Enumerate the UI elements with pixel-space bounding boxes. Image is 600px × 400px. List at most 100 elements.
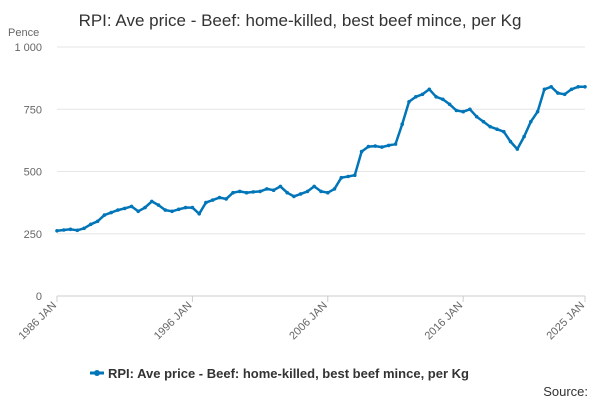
data-point[interactable] <box>353 173 357 177</box>
data-point[interactable] <box>529 119 533 124</box>
source-label[interactable]: Source: <box>543 384 588 399</box>
data-point[interactable] <box>380 145 384 149</box>
data-point[interactable] <box>197 212 201 216</box>
data-point[interactable] <box>468 107 472 112</box>
data-point[interactable] <box>474 114 479 119</box>
data-point[interactable] <box>122 206 127 211</box>
data-point[interactable] <box>89 222 93 227</box>
data-point[interactable] <box>210 198 215 202</box>
data-point[interactable] <box>502 129 506 134</box>
x-axis: 1986 JAN 1996 JAN 2006 JAN 2016 JAN 2025 JAN <box>16 296 587 342</box>
y-axis-label: Pence <box>8 27 39 39</box>
data-point[interactable] <box>441 97 445 102</box>
data-point[interactable] <box>386 143 391 148</box>
legend[interactable]: RPI: Ave price - Beef: home-killed, best… <box>90 366 469 381</box>
data-point[interactable] <box>326 190 330 195</box>
data-point[interactable] <box>373 144 378 148</box>
x-tick-label: 1996 JAN <box>152 300 195 343</box>
data-point[interactable] <box>204 200 208 205</box>
x-tick-label: 2006 JAN <box>287 300 330 343</box>
data-point[interactable] <box>75 228 80 233</box>
data-point[interactable] <box>562 92 567 97</box>
data-point[interactable] <box>156 203 161 207</box>
data-point[interactable] <box>407 100 411 104</box>
gridlines <box>57 46 585 297</box>
data-point[interactable] <box>251 190 256 194</box>
data-point[interactable] <box>109 210 113 215</box>
data-point[interactable] <box>366 144 371 149</box>
data-point[interactable] <box>488 124 493 129</box>
data-point[interactable] <box>278 184 283 189</box>
data-point[interactable] <box>583 85 587 89</box>
data-point[interactable] <box>102 213 107 217</box>
data-point[interactable] <box>346 174 350 179</box>
x-tick-label: 2025 JAN <box>544 300 587 343</box>
data-point[interactable] <box>231 190 235 195</box>
data-point[interactable] <box>190 205 195 210</box>
data-point[interactable] <box>265 187 269 191</box>
data-point[interactable] <box>420 92 425 97</box>
data-point[interactable] <box>508 139 513 144</box>
y-axis: 0 250 500 750 1 000 <box>14 42 42 303</box>
data-point[interactable] <box>55 229 59 233</box>
data-point[interactable] <box>143 205 147 210</box>
data-point[interactable] <box>170 209 174 214</box>
data-point[interactable] <box>569 87 574 92</box>
data-point[interactable] <box>217 195 222 200</box>
data-point[interactable] <box>427 87 432 92</box>
data-point[interactable] <box>556 91 560 95</box>
data-point[interactable] <box>258 189 262 194</box>
x-tick-label: 1986 JAN <box>16 300 59 343</box>
series-layer <box>55 85 587 233</box>
data-point[interactable] <box>116 208 120 212</box>
data-point[interactable] <box>305 189 310 194</box>
data-point[interactable] <box>576 85 580 89</box>
legend-label: RPI: Ave price - Beef: home-killed, best… <box>108 366 469 381</box>
data-point[interactable] <box>129 204 134 209</box>
data-point[interactable] <box>339 175 344 180</box>
data-point[interactable] <box>542 87 547 92</box>
data-point[interactable] <box>224 197 228 201</box>
y-tick-label: 500 <box>24 167 42 179</box>
data-point[interactable] <box>447 102 452 107</box>
data-point[interactable] <box>434 95 438 99</box>
legend-swatch-marker <box>94 370 100 376</box>
data-point[interactable] <box>319 189 323 194</box>
data-point[interactable] <box>183 205 188 210</box>
data-point[interactable] <box>292 194 296 199</box>
data-point[interactable] <box>414 95 418 99</box>
data-point[interactable] <box>244 190 249 195</box>
data-point[interactable] <box>95 219 100 224</box>
data-point[interactable] <box>150 199 154 204</box>
data-point[interactable] <box>481 119 486 124</box>
data-point[interactable] <box>515 147 520 151</box>
data-point[interactable] <box>136 209 140 214</box>
data-point[interactable] <box>238 189 242 194</box>
data-point[interactable] <box>271 188 276 192</box>
data-point[interactable] <box>298 192 303 196</box>
data-point[interactable] <box>549 85 553 89</box>
data-point[interactable] <box>312 184 317 189</box>
data-point[interactable] <box>285 190 290 195</box>
data-point[interactable] <box>535 109 540 114</box>
y-tick-label: 0 <box>36 291 42 303</box>
chart-title: RPI: Ave price - Beef: home-killed, best… <box>79 11 522 30</box>
y-tick-label: 750 <box>24 104 42 116</box>
data-point[interactable] <box>82 226 86 231</box>
data-point[interactable] <box>332 187 337 191</box>
data-point[interactable] <box>359 149 364 154</box>
x-tick-label: 2016 JAN <box>423 300 466 343</box>
data-point[interactable] <box>522 134 526 139</box>
data-point[interactable] <box>177 207 181 212</box>
data-point[interactable] <box>454 108 459 113</box>
y-tick-label: 250 <box>24 229 42 241</box>
data-point[interactable] <box>495 127 499 131</box>
data-point[interactable] <box>62 228 66 232</box>
data-point[interactable] <box>400 122 405 126</box>
data-point[interactable] <box>393 142 398 146</box>
series-line[interactable] <box>56 85 585 233</box>
data-point[interactable] <box>163 208 168 212</box>
data-point[interactable] <box>461 109 466 114</box>
data-point[interactable] <box>68 227 73 232</box>
